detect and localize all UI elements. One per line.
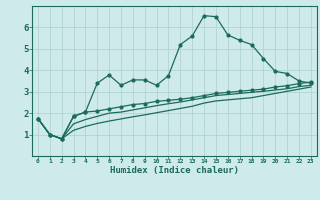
X-axis label: Humidex (Indice chaleur): Humidex (Indice chaleur): [110, 166, 239, 175]
